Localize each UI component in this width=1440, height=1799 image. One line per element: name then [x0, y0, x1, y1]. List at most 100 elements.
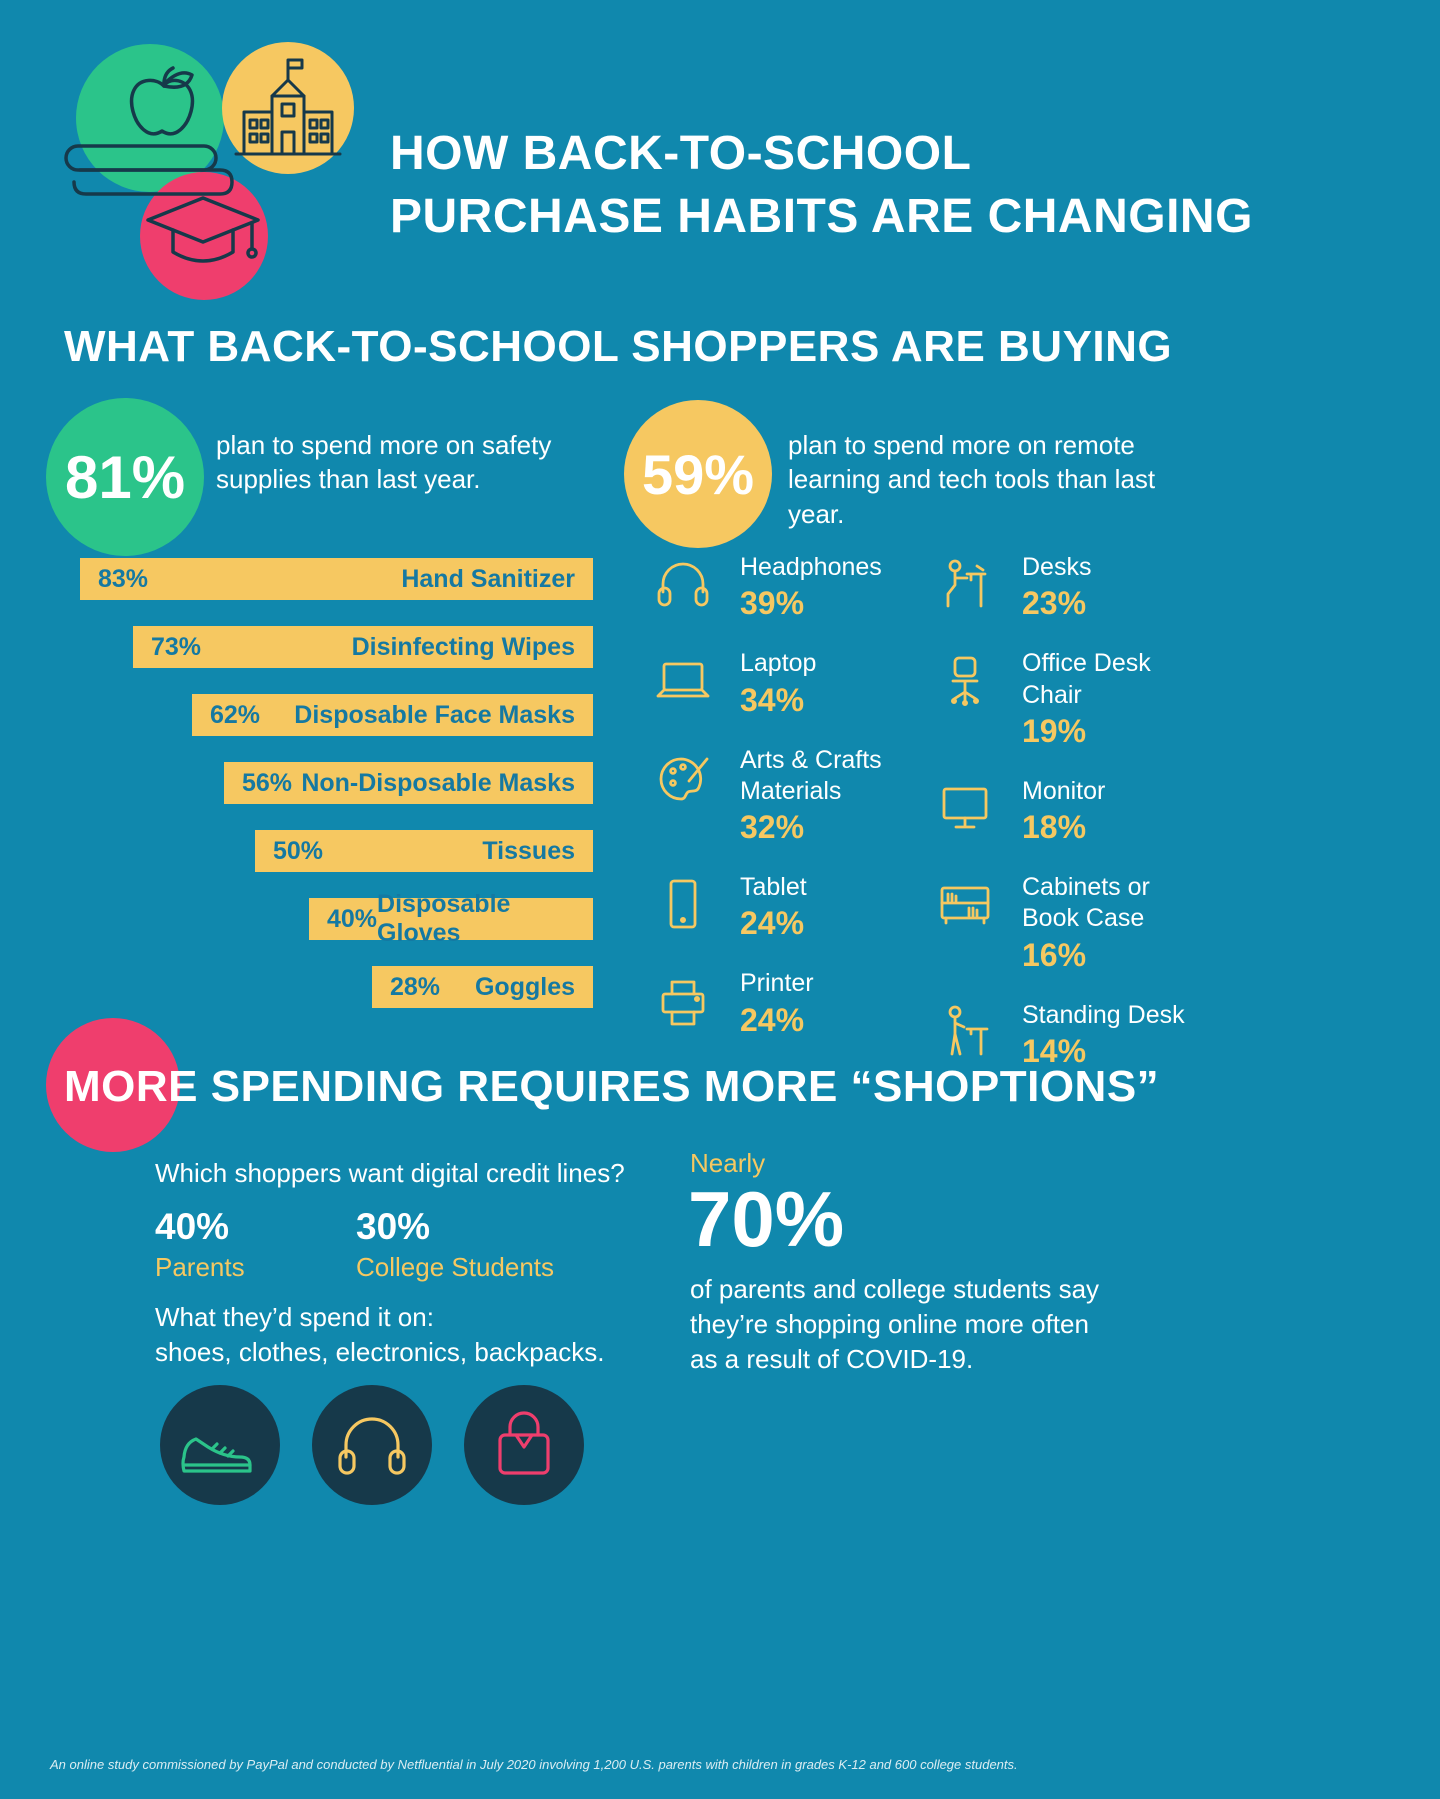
parents-pct: 40%	[155, 1206, 230, 1247]
bar-disinfecting-wipes: 73% Disinfecting Wipes	[133, 626, 593, 668]
college-students-pct: 30%	[356, 1206, 431, 1247]
laptop-icon	[656, 662, 710, 698]
nearly-label: Nearly	[690, 1148, 766, 1178]
tech-row-printer: Printer 24%	[648, 968, 928, 1038]
bar-non-disposable-masks: 56% Non-Disposable Masks	[224, 762, 593, 804]
tech-pct: 23%	[1022, 585, 1087, 622]
monitor-icon	[942, 787, 988, 829]
handbag-circle	[464, 1385, 584, 1505]
bar-label: Hand Sanitizer	[401, 564, 575, 593]
tech-row-desks: Desks 23%	[930, 552, 1230, 622]
parents-stat: 40% Parents	[155, 1206, 245, 1283]
page-title-line1: HOW BACK-TO-SCHOOL	[390, 127, 972, 180]
spend-on-text: What they’d spend it on: shoes, clothes,…	[155, 1300, 604, 1370]
tech-pct: 24%	[740, 1001, 805, 1038]
spend-on-line2: shoes, clothes, electronics, backpacks.	[155, 1337, 605, 1368]
tech-stat-circle: 59%	[624, 400, 772, 548]
tech-label: Standing Desk	[1022, 1000, 1185, 1029]
bookcase-icon	[940, 886, 990, 925]
tech-label: Desks	[1022, 553, 1092, 581]
graduation-cap-icon	[146, 196, 260, 263]
source-note: An online study commissioned by PayPal a…	[50, 1757, 1018, 1772]
page-title: HOW BACK-TO-SCHOOL PURCHASE HABITS ARE C…	[390, 122, 1290, 249]
bar-label: Goggles	[474, 972, 575, 1001]
green-circle	[76, 44, 224, 192]
tech-label: Monitor	[1022, 776, 1106, 805]
parents-label: Parents	[155, 1252, 245, 1282]
headphones-icon	[338, 1417, 406, 1475]
tech-row-monitor: Monitor 18%	[930, 776, 1230, 846]
online-shopping-caption: of parents and college students say they…	[690, 1274, 1100, 1375]
tech-pct: 39%	[740, 585, 805, 622]
college-students-label: College Students	[356, 1252, 555, 1282]
bar-hand-sanitizer: 83% Hand Sanitizer	[80, 558, 593, 600]
tech-label: Laptop	[740, 649, 817, 678]
bar-disposable-gloves: 40% Disposable Gloves	[309, 890, 593, 947]
standing-desk-icon	[948, 1005, 989, 1055]
bar-label: Non-Disposable Masks	[301, 768, 575, 797]
bar-label: Tissues	[482, 836, 575, 865]
handbag-icon	[498, 1411, 550, 1475]
bar-pct: 28%	[390, 972, 441, 1001]
section2-heading: MORE SPENDING REQUIRES MORE “SHOPTIONS”	[64, 1062, 1160, 1111]
bar-pct: 50%	[273, 836, 324, 865]
tech-label: Office Desk Chair	[1022, 649, 1151, 709]
printer-icon	[661, 980, 705, 1026]
bar-label: Disposable Face Masks	[294, 700, 575, 729]
tech-pct: 19%	[1022, 712, 1087, 749]
spend-on-line1: What they’d spend it on:	[155, 1302, 434, 1332]
tech-pct: 32%	[740, 809, 805, 845]
tech-pct: 18%	[1022, 809, 1087, 845]
bar-label: Disposable Gloves	[377, 890, 511, 947]
palette-icon	[659, 757, 709, 800]
tech-row-office-desk-chair: Office Desk Chair 19%	[930, 648, 1230, 750]
tablet-icon	[669, 879, 697, 929]
sneaker-icon	[181, 1437, 252, 1473]
tech-label: Cabinets or Book Case	[1022, 873, 1150, 933]
headphones-icon	[657, 562, 709, 607]
safety-stat-caption: plan to spend more on safety supplies th…	[216, 430, 552, 495]
headphones-circle	[312, 1385, 432, 1505]
tech-list-col2: Desks 23% Office Desk Chair 19% Monito	[930, 552, 1230, 1096]
school-building-icon	[234, 58, 342, 156]
bar-pct: 83%	[98, 564, 149, 593]
tech-pct: 16%	[1022, 936, 1087, 973]
tech-pct: 34%	[740, 681, 805, 718]
desk-icon	[946, 559, 987, 608]
tech-row-tablet: Tablet 24%	[648, 872, 928, 942]
tech-label: Printer	[740, 969, 814, 998]
bar-pct: 73%	[151, 632, 202, 661]
pink-accent-circle	[46, 1018, 180, 1152]
tech-row-headphones: Headphones 39%	[648, 552, 928, 622]
sneaker-circle	[160, 1385, 280, 1505]
safety-stat-circle: 81%	[46, 398, 204, 556]
college-students-stat: 30% College Students	[356, 1206, 554, 1283]
tech-row-arts-crafts: Arts & Crafts Materials 32%	[648, 745, 928, 847]
tech-stat-caption: plan to spend more on remote learning an…	[788, 430, 1156, 529]
tech-label: Arts & Crafts Materials	[740, 745, 882, 805]
bar-disposable-face-masks: 62% Disposable Face Masks	[192, 694, 593, 736]
tech-pct: 14%	[1022, 1032, 1087, 1069]
safety-bar-chart: 83% Hand Sanitizer 73% Disinfecting Wipe…	[80, 558, 593, 1034]
tech-label: Tablet	[740, 873, 807, 901]
bar-label: Disinfecting Wipes	[351, 632, 575, 661]
section1-heading: WHAT BACK-TO-SCHOOL SHOPPERS ARE BUYING	[64, 322, 1173, 371]
apple-books-icon	[64, 66, 234, 196]
credit-lines-question: Which shoppers want digital credit lines…	[155, 1158, 625, 1188]
page-title-line2: PURCHASE HABITS ARE CHANGING	[390, 190, 1253, 244]
safety-stat-value: 81%	[64, 443, 186, 511]
office-chair-icon	[950, 656, 980, 707]
tech-row-cabinets-bookcase: Cabinets or Book Case 16%	[930, 872, 1230, 974]
tech-label: Headphones	[740, 553, 882, 581]
tech-pct: 24%	[740, 905, 805, 942]
bar-pct: 62%	[210, 700, 261, 729]
tech-row-standing-desk: Standing Desk 14%	[930, 1000, 1230, 1070]
bar-goggles: 28% Goggles	[372, 966, 593, 1008]
bar-pct: 40%	[327, 904, 378, 933]
online-shopping-pct: 70%	[688, 1175, 845, 1263]
bar-pct: 56%	[242, 768, 293, 797]
tech-stat-value: 59%	[641, 442, 755, 506]
bar-tissues: 50% Tissues	[255, 830, 593, 872]
tech-list-col1: Headphones 39% Laptop 34% Arts & Crafts …	[648, 552, 928, 1065]
